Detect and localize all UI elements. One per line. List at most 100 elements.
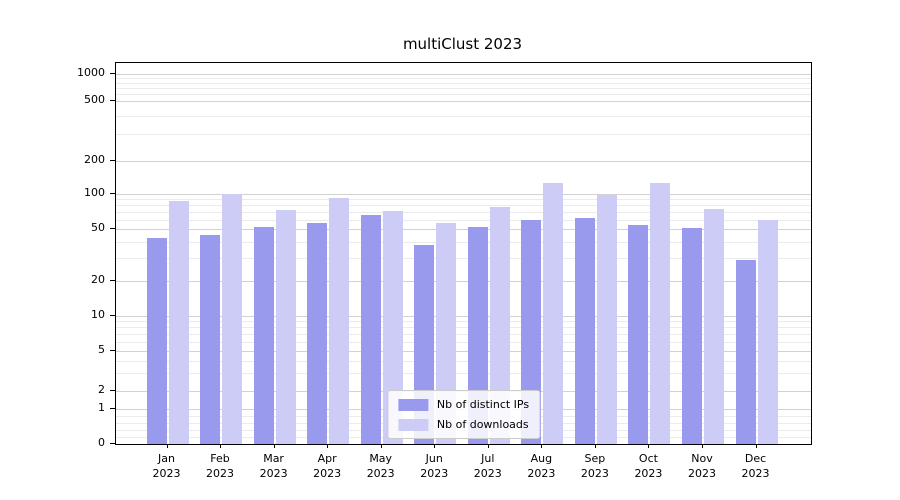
minor-gridline [116,87,811,89]
bar-downloads [757,219,778,444]
x-tick-label: Jul 2023 [473,452,502,480]
minor-gridline [116,341,811,343]
minor-gridline [116,373,811,375]
minor-gridline [116,82,811,84]
bar-distinct-ips [146,237,167,444]
bar-downloads [275,209,296,444]
x-tick-mark [220,444,222,448]
minor-gridline [116,212,811,214]
bar-distinct-ips [574,218,595,444]
y-tick-mark [110,279,115,281]
x-tick-label: Oct 2023 [634,452,663,480]
minor-gridline [116,321,811,323]
y-tick-mark [110,407,115,409]
y-tick-label: 10 [91,307,105,321]
major-gridline [116,280,811,282]
y-tick-label: 2 [98,383,105,397]
x-tick-label: Mar 2023 [259,452,288,480]
bar-distinct-ips [253,227,274,444]
legend-label-distinct-ips: Nb of distinct IPs [436,398,530,411]
x-tick-mark [541,444,543,448]
y-tick-mark [110,193,115,195]
y-tick-label: 1 [98,400,105,414]
major-gridline [116,194,811,196]
bar-distinct-ips [307,223,328,444]
minor-gridline [116,334,811,336]
legend-item-downloads: Nb of downloads [397,418,529,431]
x-tick-mark [380,444,382,448]
x-tick-mark [273,444,275,448]
x-tick-label: Jan 2023 [152,452,181,480]
bar-downloads [650,183,671,444]
major-gridline [116,74,811,76]
y-tick-label: 500 [84,93,105,107]
legend-swatch-downloads [397,418,428,431]
x-tick-mark [648,444,650,448]
y-tick-label: 1000 [77,66,105,80]
x-tick-mark [702,444,703,448]
bar-distinct-ips [682,228,702,444]
major-gridline [116,229,811,231]
y-tick-mark [110,228,115,230]
minor-gridline [116,219,811,221]
bar-downloads [222,194,243,444]
x-tick-label: Jun 2023 [420,452,449,480]
y-tick-mark [110,100,115,102]
plot-layer [116,63,811,444]
chart-title: multiClust 2023 [402,35,523,53]
y-tick-mark [110,159,115,161]
y-tick-label: 0 [98,436,105,449]
y-tick-label: 50 [91,221,105,235]
bar-downloads [489,207,510,444]
bar-downloads [382,210,403,444]
bar-downloads [543,182,564,444]
y-tick-mark [110,443,115,444]
x-tick-label: Sep 2023 [580,452,609,480]
legend-label-downloads: Nb of downloads [436,418,529,431]
bar-distinct-ips [735,259,756,444]
y-tick-label: 200 [84,152,105,166]
legend: Nb of distinct IPs Nb of downloads [386,390,541,439]
plot-area: Nb of distinct IPs Nb of downloads [115,62,812,445]
minor-gridline [116,199,811,201]
minor-gridline [116,115,811,117]
x-tick-mark [755,444,757,448]
minor-gridline [116,78,811,80]
minor-gridline [116,205,811,207]
minor-gridline [116,241,811,243]
bar-downloads [596,195,617,444]
x-tick-mark [594,444,596,448]
bar-downloads [329,198,350,444]
x-tick-label: May 2023 [366,452,395,480]
major-gridline [116,351,811,353]
y-tick-mark [110,73,115,75]
major-gridline [116,315,811,317]
bar-distinct-ips [200,235,221,444]
x-tick-mark [166,444,168,448]
minor-gridline [116,360,811,362]
bar-distinct-ips [628,225,649,444]
y-tick-mark [110,390,115,392]
minor-gridline [116,134,811,136]
x-tick-label: Nov 2023 [688,452,716,480]
bar-distinct-ips [360,215,381,444]
y-tick-mark [110,350,115,352]
y-tick-label: 5 [98,343,105,357]
x-tick-label: Apr 2023 [313,452,342,480]
major-gridline [116,160,811,162]
x-tick-mark [327,444,329,448]
minor-gridline [116,93,811,95]
x-tick-mark [487,444,489,448]
minor-gridline [116,258,811,259]
y-tick-mark [110,314,115,316]
x-tick-mark [434,444,436,448]
bar-distinct-ips [467,227,488,444]
x-tick-label: Dec 2023 [741,452,770,480]
legend-swatch-distinct-ips [397,398,428,411]
bar-downloads [704,209,724,444]
minor-gridline [116,327,811,329]
legend-item-distinct-ips: Nb of distinct IPs [397,398,530,411]
y-tick-label: 100 [84,186,105,200]
x-tick-label: Feb 2023 [206,452,235,480]
